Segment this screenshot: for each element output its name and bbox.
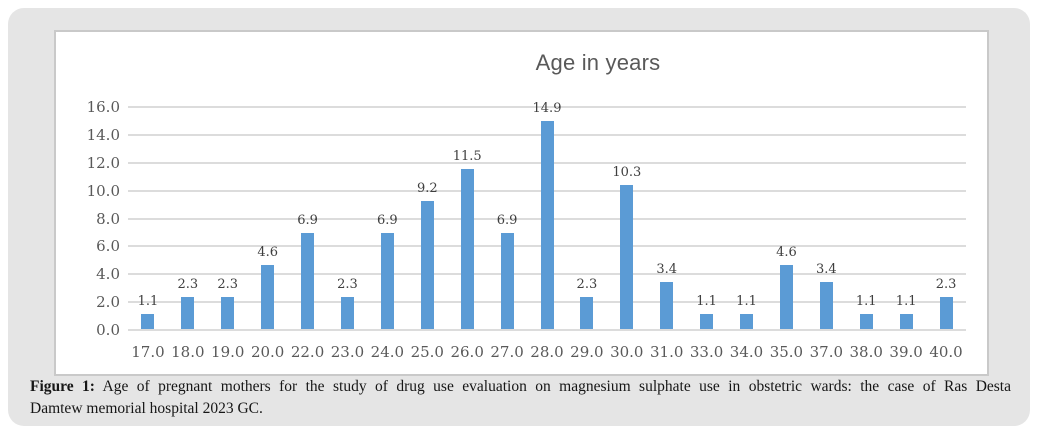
bar-value-label: 2.3 [177, 276, 199, 292]
x-axis-tick-label: 33.0 [689, 343, 724, 361]
x-axis-tick-label: 22.0 [290, 343, 325, 361]
bar-20.0 [261, 264, 275, 329]
bar-29.0 [580, 296, 594, 329]
bar-38.0 [859, 313, 873, 329]
gridline [128, 106, 966, 108]
x-axis-tick-label: 31.0 [649, 343, 684, 361]
bar-value-label: 2.3 [337, 276, 358, 292]
y-axis-tick-label: 2.0 [96, 293, 120, 312]
x-axis-tick-label: 29.0 [570, 343, 604, 361]
y-axis-tick-label: 10.0 [86, 181, 120, 200]
bar-39.0 [899, 313, 913, 329]
x-axis-tick-label: 38.0 [849, 343, 883, 361]
bar-25.0 [420, 200, 434, 329]
bar-35.0 [779, 264, 793, 329]
y-axis-tick-label: 6.0 [96, 237, 120, 256]
y-axis-tick-label: 14.0 [86, 125, 120, 144]
x-axis-tick-label: 17.0 [131, 343, 165, 361]
bar-value-label: 3.4 [656, 261, 678, 277]
bar-value-label: 11.5 [452, 148, 482, 164]
bar-28.0 [540, 121, 554, 329]
caption-line-1: Figure 1: Age of pregnant mothers for th… [30, 376, 1011, 398]
bar-value-label: 6.9 [377, 212, 398, 228]
x-axis-tick-label: 40.0 [929, 343, 963, 361]
x-axis-tick-label: 18.0 [171, 343, 205, 361]
x-axis-tick-label: 30.0 [610, 343, 644, 361]
figure-label: Figure 1: [30, 378, 95, 395]
bar-value-label: 2.3 [576, 276, 598, 292]
bar-26.0 [460, 168, 474, 329]
gridline [128, 329, 966, 331]
bar-31.0 [660, 281, 674, 329]
bar-value-label: 9.2 [416, 180, 438, 196]
y-axis-tick-label: 4.0 [96, 265, 120, 284]
x-axis-tick-label: 25.0 [410, 343, 444, 361]
bar-value-label: 1.1 [855, 293, 877, 309]
bar-value-label: 14.9 [532, 101, 562, 117]
chart-title: Age in years [535, 50, 661, 75]
figure-caption: Figure 1: Age of pregnant mothers for th… [30, 376, 1011, 420]
bar-37.0 [819, 281, 833, 329]
bar-18.0 [181, 296, 195, 329]
bar-30.0 [620, 185, 634, 329]
y-axis-tick-label: 8.0 [96, 209, 120, 228]
bar-24.0 [380, 232, 394, 329]
bar-value-label: 4.6 [257, 244, 278, 260]
bar-value-label: 6.9 [496, 212, 518, 228]
x-axis-tick-label: 19.0 [211, 343, 245, 361]
bar-23.0 [340, 296, 354, 329]
bar-value-label: 1.1 [137, 293, 159, 309]
caption-line-2: Damtew memorial hospital 2023 GC. [30, 400, 263, 417]
bar-22.0 [301, 232, 315, 329]
bar-value-label: 10.3 [612, 165, 642, 181]
x-axis-tick-label: 20.0 [250, 343, 285, 361]
bar-value-label: 1.1 [895, 293, 917, 309]
bar-33.0 [700, 313, 714, 329]
x-axis-tick-label: 37.0 [809, 343, 844, 361]
bar-40.0 [939, 296, 953, 329]
y-axis-tick-label: 16.0 [86, 98, 120, 116]
bar-value-label: 4.6 [776, 244, 797, 260]
y-axis-tick-label: 0.0 [96, 321, 120, 339]
x-axis-tick-label: 23.0 [330, 343, 365, 361]
x-axis-tick-label: 27.0 [490, 343, 524, 361]
bar-27.0 [500, 232, 514, 329]
caption-text: Age of pregnant mothers for the study of… [94, 378, 1011, 395]
bar-value-label: 1.1 [736, 293, 757, 309]
bar-19.0 [221, 296, 235, 329]
plot-area: 0.0 2.0 4.0 6.0 8.0 10.0 12.0 14.0 16.0 1.1 17.0 2.… [87, 98, 966, 361]
bar-value-label: 2.3 [935, 276, 957, 292]
bar-value-label: 3.4 [815, 261, 837, 277]
bar-value-label: 1.1 [696, 293, 717, 309]
bar-17.0 [141, 313, 155, 329]
bar-34.0 [740, 313, 754, 329]
x-axis-tick-label: 35.0 [769, 343, 804, 361]
chart-card: Age in years 0.0 2.0 4.0 6.0 8.0 10.0 12.0 14.0… [54, 30, 989, 376]
x-axis-tick-label: 28.0 [530, 343, 564, 361]
x-axis-tick-label: 34.0 [729, 343, 764, 361]
x-axis-tick-label: 24.0 [370, 343, 405, 361]
bar-value-label: 2.3 [217, 276, 239, 292]
bar-value-label: 6.9 [297, 212, 318, 228]
x-axis-tick-label: 39.0 [889, 343, 923, 361]
x-axis-tick-label: 26.0 [450, 343, 484, 361]
y-axis-tick-label: 12.0 [86, 153, 120, 172]
figure-panel: Age in years 0.0 2.0 4.0 6.0 8.0 10.0 12.0 14.0… [8, 8, 1030, 426]
